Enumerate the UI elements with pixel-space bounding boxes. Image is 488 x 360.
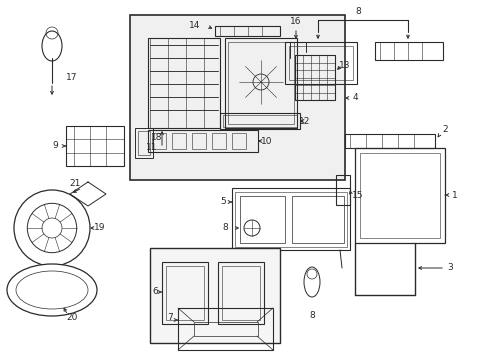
Bar: [192, 133, 205, 149]
Bar: [220, 113, 299, 129]
Text: 11: 11: [146, 144, 158, 153]
Text: 19: 19: [94, 224, 105, 233]
Bar: [222, 266, 260, 320]
Bar: [148, 38, 220, 128]
Text: 2: 2: [441, 126, 447, 135]
Text: 16: 16: [290, 18, 301, 27]
Bar: [223, 115, 296, 127]
Bar: [138, 131, 150, 155]
Bar: [165, 266, 203, 320]
Text: 13: 13: [339, 60, 350, 69]
Bar: [224, 38, 296, 128]
Text: 21: 21: [69, 180, 81, 189]
Bar: [172, 133, 185, 149]
Bar: [162, 262, 207, 324]
Bar: [335, 175, 349, 205]
Bar: [291, 196, 343, 243]
Bar: [345, 134, 434, 148]
Bar: [130, 15, 345, 180]
Bar: [212, 133, 225, 149]
Bar: [150, 248, 280, 343]
Text: 14: 14: [189, 22, 200, 31]
Text: 20: 20: [66, 314, 78, 323]
Ellipse shape: [7, 264, 97, 316]
Bar: [294, 55, 334, 100]
Bar: [152, 133, 165, 149]
Bar: [354, 148, 444, 243]
Bar: [285, 42, 356, 84]
Text: 15: 15: [351, 190, 363, 199]
Text: 4: 4: [351, 94, 357, 103]
Circle shape: [14, 190, 90, 266]
Bar: [235, 192, 346, 247]
Text: 6: 6: [152, 288, 158, 297]
Text: 17: 17: [66, 73, 78, 82]
Text: 10: 10: [261, 136, 272, 145]
Bar: [215, 26, 280, 36]
Bar: [231, 133, 245, 149]
Bar: [194, 322, 258, 336]
Bar: [231, 188, 349, 250]
Bar: [240, 196, 285, 243]
Bar: [288, 46, 352, 80]
Text: 18: 18: [151, 134, 163, 143]
Text: 9: 9: [52, 141, 58, 150]
Bar: [66, 126, 124, 166]
Text: 3: 3: [446, 264, 452, 273]
Text: 5: 5: [220, 198, 225, 207]
Text: 8: 8: [222, 224, 227, 233]
Text: 1: 1: [451, 190, 457, 199]
Bar: [218, 262, 264, 324]
Bar: [148, 130, 258, 152]
Polygon shape: [70, 182, 106, 206]
Text: 8: 8: [308, 310, 314, 320]
Bar: [178, 308, 272, 350]
Bar: [135, 128, 153, 158]
Text: 8: 8: [354, 8, 360, 17]
Bar: [374, 42, 442, 60]
Bar: [227, 42, 293, 124]
Text: 12: 12: [299, 117, 310, 126]
Bar: [359, 153, 439, 238]
Text: 7: 7: [167, 314, 173, 323]
